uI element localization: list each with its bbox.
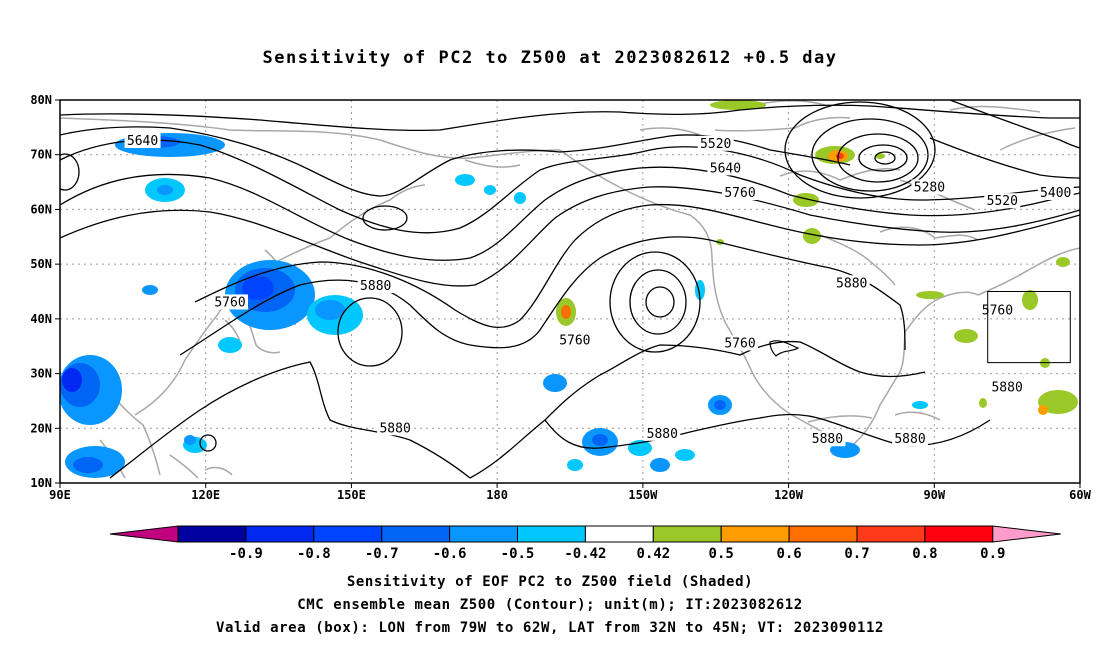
valid-area-box (987, 291, 1071, 364)
contour-label: 5640 (710, 161, 741, 176)
colorbar-swatch (177, 525, 247, 543)
colorbar-swatch (313, 525, 383, 543)
lat-tick-label: 30N (30, 367, 52, 381)
contour-label: 5880 (360, 279, 391, 294)
colorbar-swatch (517, 525, 586, 543)
colorbar-swatch (652, 525, 722, 543)
contour-label-bg (989, 379, 1026, 395)
contour-label-bg (707, 160, 744, 176)
contour-label-bg (556, 332, 593, 348)
lat-tick-label: 80N (30, 93, 52, 107)
contour-label-bg (1037, 185, 1074, 201)
colorbar-swatch (856, 525, 926, 543)
lat-tick-label: 20N (30, 421, 52, 435)
colorbar-swatch (788, 525, 858, 543)
colorbar-label: -0.9 (229, 546, 263, 562)
contour-label-bg (892, 431, 928, 447)
contour-label: 5760 (214, 295, 245, 310)
lon-tick-label: 60W (1069, 488, 1091, 502)
lat-tick-label: 40N (30, 312, 52, 326)
contour-label: 5400 (1040, 186, 1071, 201)
contour-label: 5880 (812, 432, 843, 447)
contour-label-bg (357, 278, 394, 294)
lon-tick-label: 90E (49, 488, 71, 502)
contour-label-bg (809, 431, 846, 447)
colorbar-label: 0.6 (776, 546, 801, 562)
colorbar-label: -0.8 (297, 546, 331, 562)
contour-label: 5880 (991, 380, 1022, 395)
colorbar: -0.9 -0.8 -0.7 -0.6 -0.5 -0.42 0.42 0.5 0.6 0.7 0.… (109, 525, 1061, 562)
contour-label-bg (911, 179, 948, 195)
lon-tick-label: 120E (191, 488, 220, 502)
lat-tick-label: 10N (30, 476, 52, 490)
contour-label-bg (377, 420, 414, 436)
contour-label-bg (833, 275, 870, 291)
colorbar-label: -0.42 (564, 546, 606, 562)
colorbar-swatch (584, 525, 654, 543)
colorbar-label: 0.5 (709, 546, 734, 562)
contour-label-bg (984, 193, 1021, 209)
colorbar-swatch (381, 525, 451, 543)
lat-tick-label: 70N (30, 148, 52, 162)
colorbar-swatch (449, 525, 519, 543)
lat-tick-label: 60N (30, 202, 52, 216)
latitude-tick-labels: 80N 70N 60N 50N 40N 30N 20N 10N (30, 93, 60, 490)
colorbar-swatch (924, 525, 994, 543)
colorbar-label: -0.7 (365, 546, 399, 562)
contour-label: 5520 (987, 194, 1018, 209)
colorbar-swatch (720, 525, 790, 543)
colorbar-label: 0.8 (912, 546, 937, 562)
lon-tick-label: 120W (774, 488, 804, 502)
colorbar-label: 0.9 (980, 546, 1005, 562)
caption-valid-area: Valid area (box): LON from 79W to 62W, L… (215, 620, 885, 636)
contour-label: 5880 (894, 432, 925, 447)
contour-label-bg (722, 185, 758, 201)
colorbar-label: -0.6 (433, 546, 467, 562)
colorbar-label: 0.42 (636, 546, 670, 562)
caption-contour: CMC ensemble mean Z500 (Contour); unit(m… (297, 597, 803, 613)
positive-sensitivity-shading (556, 100, 1078, 415)
lon-tick-label: 150E (337, 488, 366, 502)
contour-label-bg (722, 335, 758, 351)
contour-label-bg (124, 133, 161, 149)
colorbar-label: 0.7 (844, 546, 869, 562)
contour-label: 5520 (700, 137, 731, 152)
longitude-tick-labels: 90E 120E 150E 180 150W 120W 90W 60W (49, 483, 1092, 502)
contour-label: 5760 (559, 334, 590, 349)
map-figure: 5640 5520 5640 5760 5280 5400 5520 5760 5880 5760… (30, 93, 1092, 562)
lon-tick-label: 150W (628, 488, 658, 502)
contour-label: 5760 (724, 336, 755, 351)
lat-tick-label: 50N (30, 257, 52, 271)
colorbar-swatch (245, 525, 315, 543)
contour-label: 5640 (127, 134, 158, 149)
contour-label-bg (212, 294, 248, 310)
figure-title: Sensitivity of PC2 to Z500 at 2023082612… (262, 48, 838, 68)
contour-label-bg (979, 302, 1016, 318)
contour-label: 5880 (836, 276, 867, 291)
lon-tick-label: 90W (923, 488, 945, 502)
map-frame (59, 99, 1081, 484)
contour-labels: 5640 5520 5640 5760 5280 5400 5520 5760 5880 5760… (124, 133, 1074, 447)
contour-label: 5760 (724, 186, 755, 201)
contour-label: 5880 (379, 421, 410, 436)
colorbar-low-arrow (109, 525, 179, 543)
contour-label: 5280 (914, 181, 945, 196)
contour-label: 5880 (647, 427, 678, 442)
lon-tick-label: 180 (486, 488, 508, 502)
caption-shading: Sensitivity of EOF PC2 to Z500 field (Sh… (346, 574, 754, 590)
contour-label: 5760 (982, 304, 1013, 319)
contour-label-bg (644, 425, 681, 441)
colorbar-label: -0.5 (501, 546, 535, 562)
contour-label-bg (697, 135, 734, 151)
colorbar-high-arrow (992, 525, 1061, 543)
